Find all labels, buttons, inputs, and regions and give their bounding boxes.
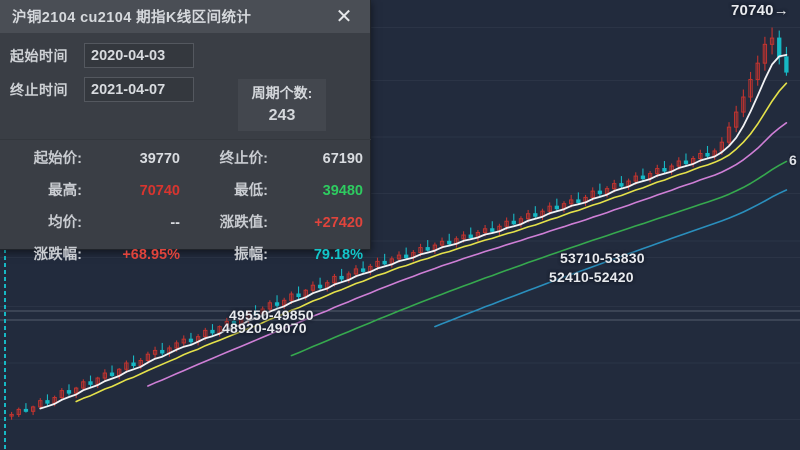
chart-annotation-a-bottom: 52410-52420 xyxy=(549,269,634,285)
start-time-input[interactable]: 2020-04-03 xyxy=(84,43,194,68)
chart-right-edge-price-partial: 6 xyxy=(789,152,797,168)
chart-annotation-a-top: 53710-53830 xyxy=(560,250,645,266)
stat-label: 终止价: xyxy=(219,151,268,167)
date-range-block: 起始时间 2020-04-03 终止时间 2021-04-07 周期个数: 24… xyxy=(0,33,371,131)
ma-line-ma40 xyxy=(290,160,788,357)
start-time-row: 起始时间 2020-04-03 xyxy=(10,43,194,68)
end-time-input[interactable]: 2021-04-07 xyxy=(84,77,194,102)
stat-label: 起始价: xyxy=(33,151,82,167)
chart-high-price-marker: 70740→ xyxy=(731,2,789,19)
stat-value: 70740 xyxy=(139,183,180,199)
ma-line-ma5 xyxy=(39,54,788,410)
end-time-row: 终止时间 2021-04-07 xyxy=(10,77,194,102)
period-count-box: 周期个数: 243 xyxy=(238,79,326,131)
dialog-divider xyxy=(0,139,371,140)
statistics-grid: 起始价: 39770 终止价: 67190 最高: 70740 最低: 39480 均价: -- 涨… xyxy=(0,143,371,271)
stat-label: 涨跌幅: xyxy=(33,247,82,263)
stat-value: 67190 xyxy=(322,151,363,167)
stat-label: 最低: xyxy=(234,183,268,199)
stat-label: 最高: xyxy=(48,183,82,199)
dialog-titlebar[interactable]: 沪铜2104 cu2104 期指K线区间统计 ✕ xyxy=(0,0,370,33)
stat-label: 涨跌值: xyxy=(219,215,268,231)
end-time-label: 终止时间 xyxy=(10,81,68,98)
stat-value: 79.18% xyxy=(313,247,363,263)
stat-value: 39770 xyxy=(139,151,180,167)
ma-line-ma60 xyxy=(434,189,788,328)
stat-value: -- xyxy=(170,215,180,231)
period-count-value: 243 xyxy=(268,106,296,124)
dialog-body: 起始时间 2020-04-03 终止时间 2021-04-07 周期个数: 24… xyxy=(0,33,371,263)
chart-annotation-b-bottom: 48920-49070 xyxy=(222,320,307,336)
chart-annotation-b-top: 49550-49850 xyxy=(229,307,314,323)
dialog-title: 沪铜2104 cu2104 期指K线区间统计 xyxy=(12,10,252,26)
start-time-label: 起始时间 xyxy=(10,47,68,64)
stat-label: 均价: xyxy=(48,215,82,231)
ma-line-ma20 xyxy=(147,122,788,387)
period-count-label: 周期个数: xyxy=(251,85,313,102)
stat-value: +27420 xyxy=(314,215,363,231)
stat-value: 39480 xyxy=(322,183,363,199)
close-icon[interactable]: ✕ xyxy=(335,5,353,28)
kline-range-statistics-dialog: 沪铜2104 cu2104 期指K线区间统计 ✕ 起始时间 2020-04-03… xyxy=(0,0,371,263)
ma-line-ma10 xyxy=(75,82,788,403)
stat-label: 振幅: xyxy=(234,247,268,263)
stat-value: +68.95% xyxy=(122,247,180,263)
